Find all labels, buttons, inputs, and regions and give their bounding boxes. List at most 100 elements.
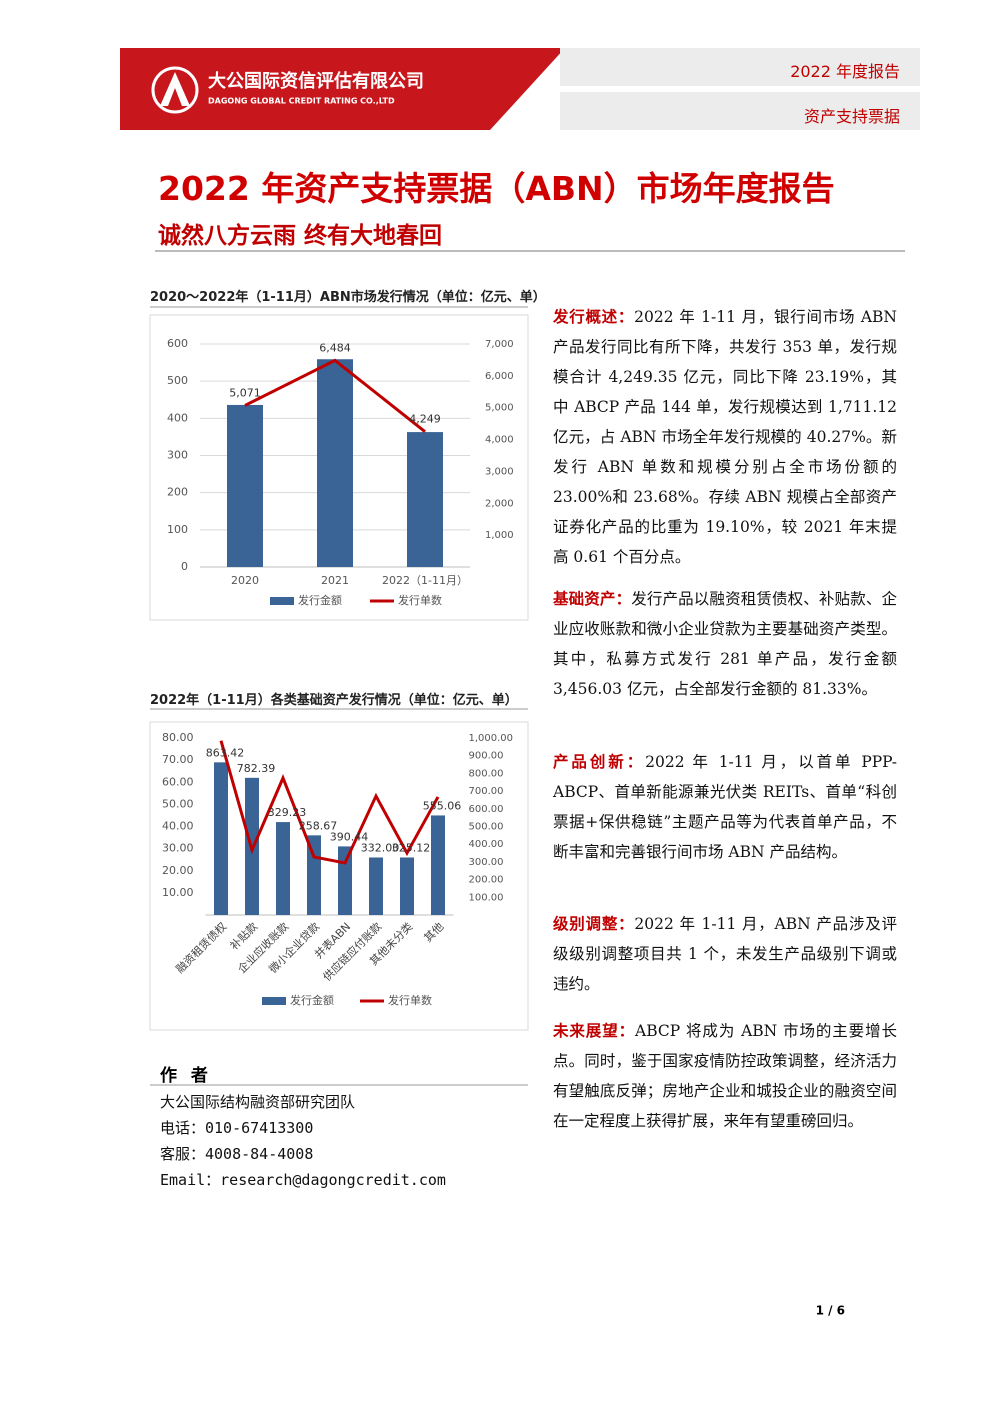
y-tick-label: 30.00 [162, 842, 194, 855]
y2-tick-label: 900.00 [469, 751, 504, 762]
header-box [560, 92, 920, 130]
company-name-en: DAGONG GLOBAL CREDIT RATING CO.,LTD [208, 97, 395, 106]
bar [307, 835, 321, 915]
data-label: 258.67 [299, 819, 338, 832]
y2-tick-label: 4,000 [485, 435, 514, 446]
y2-tick-label: 100.00 [469, 892, 504, 903]
section: 未来展望：ABCP 将成为 ABN 市场的主要增长点。同时，鉴于国家疫情防控政策… [553, 1016, 897, 1136]
y-tick-label: 40.00 [162, 820, 194, 833]
title: 2022 年资产支持票据（ABN）市场年度报告 [158, 169, 835, 208]
x-tick-label: 融资租赁债权 [173, 919, 230, 976]
bar [227, 404, 263, 567]
y2-tick-label: 2,000 [485, 498, 514, 509]
section: 发行概述：2022 年 1-11 月，银行间市场 ABN 产品发行同比有所下降，… [553, 302, 897, 572]
legend-swatch [262, 997, 286, 1005]
y2-tick-label: 200.00 [469, 875, 504, 886]
data-label: 555.06 [423, 799, 462, 812]
y-tick-label: 80.00 [162, 731, 194, 744]
bar [407, 432, 443, 567]
y-tick-label: 50.00 [162, 797, 194, 810]
header-box [560, 48, 920, 86]
bar [276, 822, 290, 915]
data-label: 4,249 [409, 413, 441, 426]
company-name: 大公国际资信评估有限公司 [208, 70, 424, 92]
legend-label: 发行单数 [388, 993, 432, 1007]
y-tick-label: 600 [167, 337, 188, 350]
data-label: 325.12 [392, 841, 431, 854]
line [244, 358, 426, 433]
x-tick-label: 2021 [321, 574, 349, 587]
x-tick-label: 2020 [231, 574, 259, 587]
legend-label: 发行金额 [290, 993, 334, 1007]
y2-tick-label: 5,000 [485, 403, 514, 414]
y-tick-label: 200 [167, 486, 188, 499]
subtitle: 诚然八方云雨 终有大地春回 [158, 223, 443, 249]
y2-tick-label: 1,000 [485, 530, 514, 541]
y2-tick-label: 600.00 [469, 804, 504, 815]
data-label: 863.42 [206, 746, 245, 759]
data-label: 390.44 [330, 830, 369, 843]
y2-tick-label: 500.00 [469, 822, 504, 833]
page-number: 1 / 6 [816, 1304, 845, 1318]
bar [400, 857, 414, 915]
report-type: 2022 年度报告 [790, 62, 900, 81]
bar [369, 857, 383, 915]
y-tick-label: 500 [167, 374, 188, 387]
logo-mark [160, 72, 190, 106]
bar [431, 815, 445, 915]
section-label: 基础资产： [553, 590, 632, 608]
topic: 资产支持票据 [803, 107, 900, 126]
data-label: 332.00 [361, 841, 400, 854]
line [219, 740, 440, 865]
section-label: 级别调整： [553, 915, 635, 933]
y-tick-label: 60.00 [162, 775, 194, 788]
y2-tick-label: 300.00 [469, 857, 504, 868]
author-line: 电话：010-67413300 [160, 1119, 314, 1137]
section-label: 未来展望： [553, 1022, 636, 1040]
section: 产品创新：2022 年 1-11 月，以首单 PPP-ABCP、首单新能源兼光伏… [553, 747, 897, 867]
data-label: 5,071 [229, 386, 261, 399]
bar [338, 846, 352, 915]
y-tick-label: 100 [167, 523, 188, 536]
bar [214, 762, 228, 915]
section-label: 发行概述： [553, 308, 635, 326]
author-line: Email：research@dagongcredit.com [160, 1171, 446, 1189]
y2-tick-label: 6,000 [485, 371, 514, 382]
chart-title: 2020～2022年（1-11月）ABN市场发行情况（单位：亿元、单） [150, 290, 546, 305]
section-text: 2022 年 1-11 月，以首单 PPP-ABCP、首单新能源兼光伏类 REI… [553, 753, 897, 861]
data-label: 6,484 [319, 341, 351, 354]
logo [151, 66, 199, 114]
y2-tick-label: 400.00 [469, 839, 504, 850]
y-tick-label: 10.00 [162, 886, 194, 899]
x-tick-label: 2022（1-11月） [382, 574, 468, 587]
header-banner [120, 48, 565, 130]
y2-tick-label: 800.00 [469, 768, 504, 779]
y2-tick-label: 3,000 [485, 466, 514, 477]
section-text: ABCP 将成为 ABN 市场的主要增长点。同时，鉴于国家疫情防控政策调整，经济… [553, 1022, 897, 1130]
chart-frame [149, 314, 529, 621]
y-tick-label: 20.00 [162, 864, 194, 877]
y-tick-label: 0 [181, 560, 188, 573]
legend-label: 发行金额 [298, 593, 342, 607]
data-label: 782.39 [237, 762, 276, 775]
author-heading: 作 者 [160, 1066, 212, 1086]
y-tick-label: 300 [167, 449, 188, 462]
author-line: 客服：4008-84-4008 [160, 1145, 314, 1163]
section-text: 2022 年 1-11 月，银行间市场 ABN 产品发行同比有所下降，共发行 3… [553, 308, 897, 566]
y2-tick-label: 1,000.00 [469, 733, 514, 744]
y2-tick-label: 700.00 [469, 786, 504, 797]
legend-label: 发行单数 [398, 593, 442, 607]
legend-swatch [270, 597, 294, 605]
data-label: 329.23 [268, 806, 307, 819]
section-label: 产品创新： [553, 753, 646, 771]
y-tick-label: 70.00 [162, 753, 194, 766]
x-tick-label: 其他 [421, 920, 446, 945]
section: 级别调整：2022 年 1-11 月，ABN 产品涉及评级级别调整项目共 1 个… [553, 909, 897, 999]
y2-tick-label: 7,000 [485, 339, 514, 350]
section-text: 2022 年 1-11 月，ABN 产品涉及评级级别调整项目共 1 个，未发生产… [553, 915, 897, 993]
chart-frame [149, 721, 529, 1031]
bar [317, 359, 353, 567]
y-tick-label: 400 [167, 411, 188, 424]
